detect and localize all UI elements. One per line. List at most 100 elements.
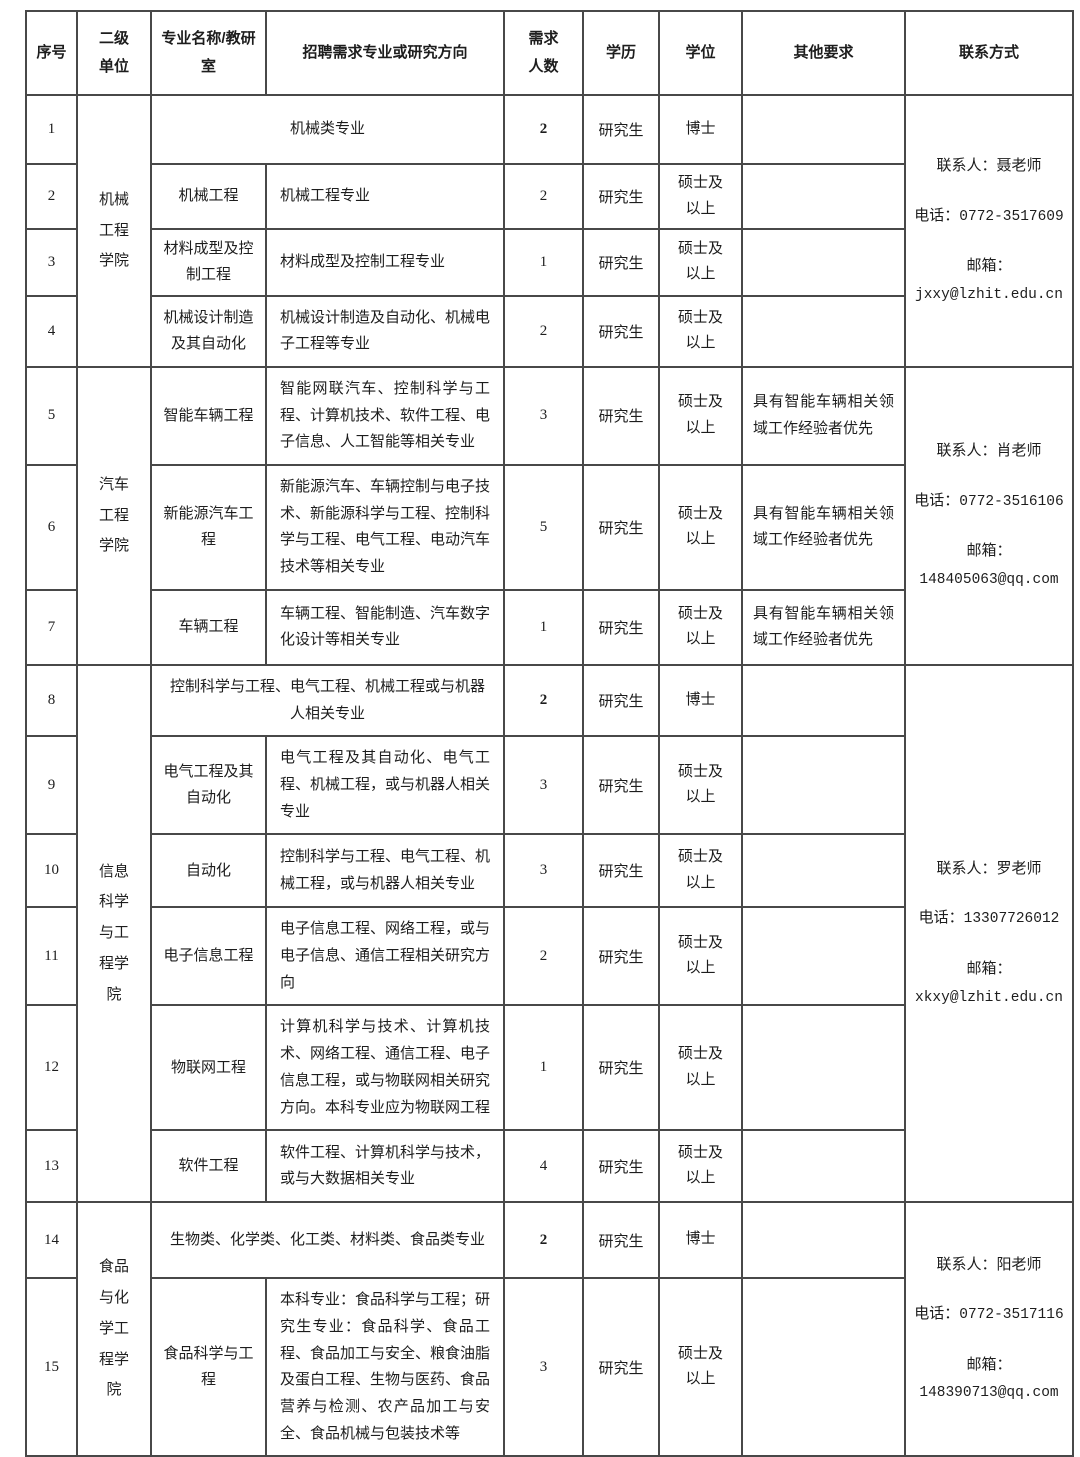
other-requirements-cell: 具有智能车辆相关领域工作经验者优先 <box>741 463 906 591</box>
demand-cell: 电气工程及其自动化、电气工程、机械工程，或与机器人相关专业 <box>265 735 505 836</box>
table-row: 1 机械工程学院 机械类专业 2 研究生 博士 联系人：聂老师 电话：0772-… <box>25 94 1074 368</box>
contact-person: 联系人：罗老师 <box>912 858 1066 881</box>
other-requirements-cell <box>741 1004 906 1132</box>
contact-person-name: 阳老师 <box>996 1256 1042 1273</box>
unit-cell: 汽车工程学院 <box>76 365 152 666</box>
seq-cell: 11 <box>25 906 78 1007</box>
col-header-contact: 联系方式 <box>904 10 1074 96</box>
education-cell: 研究生 <box>582 163 660 230</box>
unit-cell: 机械工程学院 <box>76 94 152 368</box>
col-header-major: 专业名称/教研室 <box>150 10 267 96</box>
count-cell: 2 <box>503 1201 584 1280</box>
seq-cell: 6 <box>25 463 78 591</box>
demand-cell: 材料成型及控制工程专业 <box>265 228 505 297</box>
merged-demand-cell: 生物类、化学类、化工类、材料类、食品类专业 <box>150 1201 505 1280</box>
other-requirements-cell: 具有智能车辆相关领域工作经验者优先 <box>741 365 906 466</box>
table-row: 10 自动化 控制科学与工程、电气工程、机械工程，或与机器人相关专业 3 研究生… <box>25 833 1073 909</box>
count-cell: 3 <box>503 1277 584 1457</box>
demand-cell: 本科专业：食品科学与工程；研究生专业：食品科学、食品工程、食品加工与安全、粮食油… <box>265 1277 505 1457</box>
education-cell: 研究生 <box>582 833 660 909</box>
contact-email: xkxy@lzhit.edu.cn <box>915 989 1063 1006</box>
degree-cell: 硕士及以上 <box>658 906 743 1007</box>
col-header-degree: 学位 <box>658 10 743 96</box>
unit-cell: 信息科学与工程学院 <box>76 663 152 1204</box>
contact-email-label: 邮箱： <box>966 1356 1012 1373</box>
merged-demand-cell: 控制科学与工程、电气工程、机械工程或与机器人相关专业 <box>150 663 505 738</box>
other-requirements-cell <box>741 735 906 836</box>
other-requirements-cell <box>741 663 906 738</box>
contact-cell: 联系人：肖老师 电话：0772-3516106 邮箱： 148405063@qq… <box>904 365 1074 666</box>
count-cell: 3 <box>503 365 584 466</box>
education-cell: 研究生 <box>582 463 660 591</box>
contact-phone-number: 0772-3517116 <box>959 1307 1064 1323</box>
contact-person-label: 联系人： <box>936 443 997 460</box>
count-cell: 1 <box>503 1004 584 1132</box>
major-cell: 食品科学与工程 <box>150 1277 267 1457</box>
merged-demand-cell: 机械类专业 <box>150 94 505 165</box>
education-cell: 研究生 <box>582 588 660 666</box>
major-cell: 新能源汽车工程 <box>150 463 267 591</box>
other-requirements-cell <box>741 1201 906 1280</box>
degree-cell: 硕士及以上 <box>658 163 743 230</box>
table-row: 8 信息科学与工程学院 控制科学与工程、电气工程、机械工程或与机器人相关专业 2… <box>25 663 1074 1204</box>
degree-text: 硕士及以上 <box>677 1046 723 1088</box>
major-cell: 软件工程 <box>150 1129 267 1204</box>
col-header-count: 需求人数 <box>503 10 584 96</box>
contact-person: 联系人：肖老师 <box>912 440 1066 463</box>
col-header-unit-label: 二级单位 <box>98 29 129 76</box>
degree-text: 硕士及以上 <box>677 763 723 806</box>
table-row: 7 车辆工程 车辆工程、智能制造、汽车数字化设计等相关专业 1 研究生 硕士及以… <box>25 588 1073 666</box>
contact-cell: 联系人：聂老师 电话：0772-3517609 邮箱： jxxy@lzhit.e… <box>904 94 1074 368</box>
contact-email-label: 邮箱： <box>966 543 1012 560</box>
contact-person: 联系人：聂老师 <box>912 155 1066 178</box>
degree-cell: 硕士及以上 <box>658 1277 743 1457</box>
degree-text: 硕士及以上 <box>677 175 723 217</box>
col-header-count-label: 需求人数 <box>528 29 559 76</box>
contact-phone: 电话：0772-3517609 <box>912 205 1066 229</box>
contact-email-label: 邮箱： <box>966 961 1012 978</box>
degree-cell: 硕士及以上 <box>658 735 743 836</box>
seq-cell: 10 <box>25 833 78 909</box>
degree-cell: 硕士及以上 <box>658 365 743 466</box>
contact-email: 148390713@qq.com <box>919 1385 1059 1402</box>
contact-phone-label: 电话： <box>914 1306 960 1322</box>
seq-cell: 3 <box>25 228 78 297</box>
contact-phone-label: 电话： <box>914 492 960 509</box>
contact-person-name: 聂老师 <box>996 158 1042 175</box>
unit-name: 信息科学与工程学院 <box>98 863 129 1003</box>
major-cell: 材料成型及控制工程 <box>150 228 267 297</box>
major-cell: 智能车辆工程 <box>150 365 267 466</box>
degree-text: 硕士及以上 <box>677 309 723 352</box>
contact-person-name: 罗老师 <box>996 860 1042 877</box>
degree-cell: 硕士及以上 <box>658 1004 743 1132</box>
table-row: 12 物联网工程 计算机科学与技术、计算机技术、网络工程、通信工程、电子信息工程… <box>25 1004 1073 1132</box>
count-cell: 3 <box>503 735 584 836</box>
education-cell: 研究生 <box>582 294 660 368</box>
unit-cell: 食品与化学工程学院 <box>76 1201 152 1457</box>
table-row: 3 材料成型及控制工程 材料成型及控制工程专业 1 研究生 硕士及以上 <box>25 228 1073 297</box>
contact-phone-number: 13307726012 <box>963 911 1060 928</box>
degree-cell: 硕士及以上 <box>658 463 743 591</box>
unit-name: 机械工程学院 <box>98 191 129 270</box>
other-requirements-cell <box>741 906 906 1007</box>
other-requirements-cell <box>741 163 906 230</box>
degree-text: 硕士及以上 <box>677 1345 723 1388</box>
contact-phone-label: 电话： <box>918 910 964 927</box>
col-header-demand: 招聘需求专业或研究方向 <box>265 10 505 96</box>
degree-text: 硕士及以上 <box>677 934 723 977</box>
degree-text: 硕士及以上 <box>677 394 723 436</box>
seq-cell: 12 <box>25 1004 78 1132</box>
count-cell: 2 <box>503 163 584 230</box>
table-row: 5 汽车工程学院 智能车辆工程 智能网联汽车、控制科学与工程、计算机技术、软件工… <box>25 365 1074 666</box>
major-cell: 自动化 <box>150 833 267 909</box>
seq-cell: 4 <box>25 294 78 368</box>
count-cell: 2 <box>503 94 584 165</box>
count-cell: 2 <box>503 663 584 738</box>
count-cell: 5 <box>503 463 584 591</box>
seq-cell: 15 <box>25 1277 78 1457</box>
other-requirements-cell <box>741 294 906 368</box>
demand-cell: 智能网联汽车、控制科学与工程、计算机技术、软件工程、电子信息、人工智能等相关专业 <box>265 365 505 466</box>
other-requirements-cell <box>741 228 906 297</box>
header-row: 序号 二级单位 专业名称/教研室 招聘需求专业或研究方向 需求人数 学历 学位 … <box>25 10 1074 96</box>
seq-cell: 1 <box>25 94 78 165</box>
